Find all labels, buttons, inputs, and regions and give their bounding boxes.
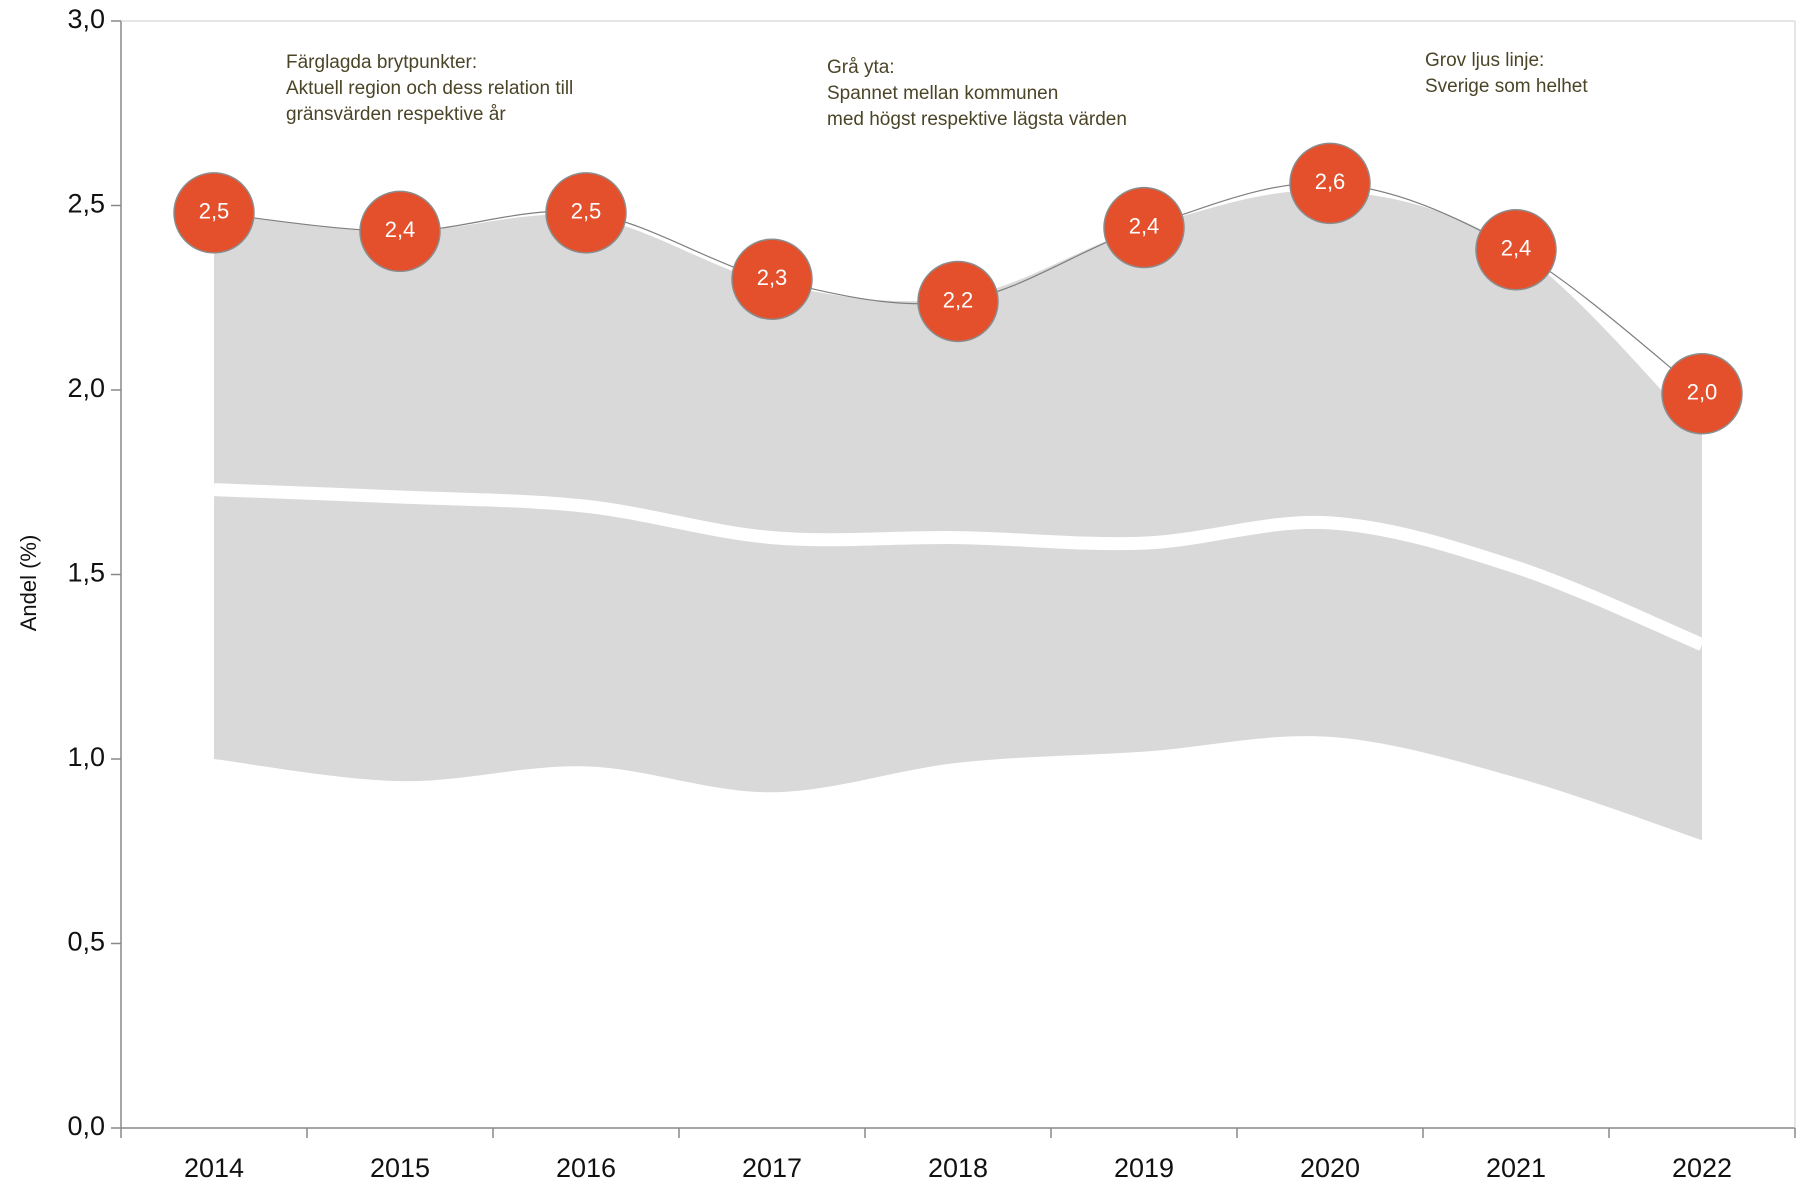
x-tick-label: 2017	[742, 1153, 802, 1183]
annotation: Grov ljus linje:	[1425, 50, 1544, 71]
annotation: Grå yta:	[827, 57, 895, 78]
region-marker	[1475, 209, 1557, 291]
x-tick-label: 2019	[1114, 1153, 1174, 1183]
region-marker	[545, 172, 627, 254]
x-tick-label: 2016	[556, 1153, 616, 1183]
y-tick-label: 1,5	[67, 558, 105, 588]
data-label: 2,6	[1315, 169, 1346, 194]
y-tick-label: 1,0	[67, 742, 105, 772]
x-tick-label: 2015	[370, 1153, 430, 1183]
region-marker	[359, 190, 441, 273]
annotation: Sverige som helhet	[1425, 76, 1588, 97]
y-tick-label: 2,0	[67, 373, 105, 403]
annotation: Aktuell region och dess relation till	[286, 78, 573, 99]
sweden-line	[213, 483, 1705, 651]
y-tick-label: 0,5	[67, 927, 105, 957]
y-tick-label: 0,0	[67, 1111, 105, 1141]
data-label: 2,0	[1687, 380, 1718, 405]
y-axis-label: Andel (%)	[16, 535, 41, 632]
region-marker	[1103, 186, 1185, 269]
annotation: Färglagda brytpunkter:	[286, 52, 477, 73]
region-marker	[1661, 352, 1743, 435]
region-marker	[173, 172, 255, 254]
y-tick-label: 2,5	[67, 189, 105, 219]
annotation: gränsvärden respektive år	[286, 104, 506, 125]
data-label: 2,5	[199, 199, 230, 224]
region-marker	[917, 260, 999, 343]
x-tick-label: 2021	[1486, 1153, 1546, 1183]
y-tick-label: 3,0	[67, 4, 105, 34]
data-label: 2,4	[1129, 213, 1160, 238]
x-tick-label: 2022	[1672, 1153, 1732, 1183]
x-tick-label: 2018	[928, 1153, 988, 1183]
data-label: 2,2	[943, 287, 974, 312]
x-tick-label: 2020	[1300, 1153, 1360, 1183]
data-label: 2,5	[571, 199, 602, 224]
range-area	[214, 190, 1702, 841]
x-tick-label: 2014	[184, 1153, 244, 1183]
annotation: Spannet mellan kommunen	[827, 83, 1058, 104]
data-label: 2,4	[385, 217, 416, 242]
data-label: 2,3	[757, 265, 788, 290]
annotation: med högst respektive lägsta värden	[827, 109, 1127, 130]
region-marker	[1289, 142, 1371, 225]
data-label: 2,4	[1501, 236, 1532, 261]
region-marker	[731, 238, 813, 321]
